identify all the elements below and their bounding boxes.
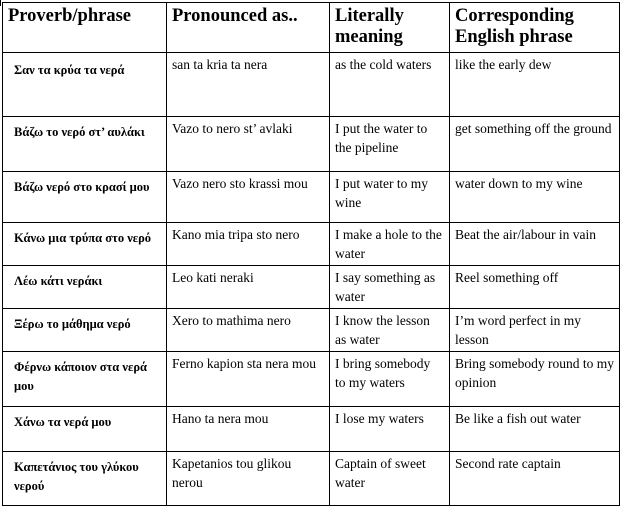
table-row: Ξέρω το μάθημα νερό Xero to mathima nero… [2,308,620,352]
pronunciation-cell: Kapetanios tou glikou nerou [166,451,330,506]
corner-mark [0,0,1,6]
literal-meaning-cell: I bring somebody to my waters [329,351,450,407]
proverb-cell: Χάνω τα νερά μου [2,406,167,452]
literal-meaning-cell: I put water to my wine [329,171,450,223]
english-phrase-cell: get something off the ground [449,116,620,172]
table-row: Χάνω τα νερά μου Hano ta nera mou I lose… [2,406,620,452]
literal-meaning-cell: I make a hole to the water [329,222,450,266]
pronunciation-cell: Ferno kapion sta nera mou [166,351,330,407]
pronunciation-cell: Leo kati neraki [166,265,330,309]
proverb-cell: Βάζω το νερό στ’ αυλάκι [2,116,167,172]
english-phrase-cell: like the early dew [449,52,620,117]
literal-meaning-cell: I put the water to the pipeline [329,116,450,172]
pronunciation-cell: san ta kria ta nera [166,52,330,117]
table-row: Καπετάνιος του γλύκου νερού Kapetanios t… [2,451,620,506]
english-phrase-cell: Be like a fish out water [449,406,620,452]
table-row: Κάνω μια τρύπα στο νερό Kano mia tripa s… [2,222,620,266]
proverb-cell: Φέρνω κάποιον στα νερά μου [2,351,167,407]
table-row: Φέρνω κάποιον στα νερά μου Ferno kapion … [2,351,620,407]
pronunciation-cell: Vazo nero sto krassi mou [166,171,330,223]
header-proverb: Proverb/phrase [2,2,167,53]
proverb-cell: Ξέρω το μάθημα νερό [2,308,167,352]
pronunciation-cell: Xero to mathima nero [166,308,330,352]
literal-meaning-cell: I know the lesson as water [329,308,450,352]
table-row: Βάζω το νερό στ’ αυλάκι Vazo to nero st’… [2,116,620,172]
header-literal-meaning: Literally meaning [329,2,450,53]
literal-meaning-cell: Captain of sweet water [329,451,450,506]
table-row: Βάζω νερό στο κρασί μου Vazo nero sto kr… [2,171,620,223]
pronunciation-cell: Kano mia tripa sto nero [166,222,330,266]
table-row: Λέω κάτι νεράκι Leo kati neraki I say so… [2,265,620,309]
proverb-cell: Καπετάνιος του γλύκου νερού [2,451,167,506]
proverb-cell: Κάνω μια τρύπα στο νερό [2,222,167,266]
english-phrase-cell: water down to my wine [449,171,620,223]
header-row: Proverb/phrase Pronounced as.. Literally… [2,2,620,53]
header-english-phrase: Corresponding English phrase [449,2,620,53]
english-phrase-cell: Bring somebody round to my opinion [449,351,620,407]
header-pronounced: Pronounced as.. [166,2,330,53]
literal-meaning-cell: as the cold waters [329,52,450,117]
proverb-cell: Βάζω νερό στο κρασί μου [2,171,167,223]
pronunciation-cell: Hano ta nera mou [166,406,330,452]
english-phrase-cell: I’m word perfect in my lesson [449,308,620,352]
english-phrase-cell: Second rate captain [449,451,620,506]
table-row: Σαν τα κρύα τα νερά san ta kria ta nera … [2,52,620,117]
english-phrase-cell: Reel something off [449,265,620,309]
pronunciation-cell: Vazo to nero st’ avlaki [166,116,330,172]
literal-meaning-cell: I lose my waters [329,406,450,452]
literal-meaning-cell: I say something as water [329,265,450,309]
proverb-cell: Σαν τα κρύα τα νερά [2,52,167,117]
english-phrase-cell: Beat the air/labour in vain [449,222,620,266]
proverb-cell: Λέω κάτι νεράκι [2,265,167,309]
